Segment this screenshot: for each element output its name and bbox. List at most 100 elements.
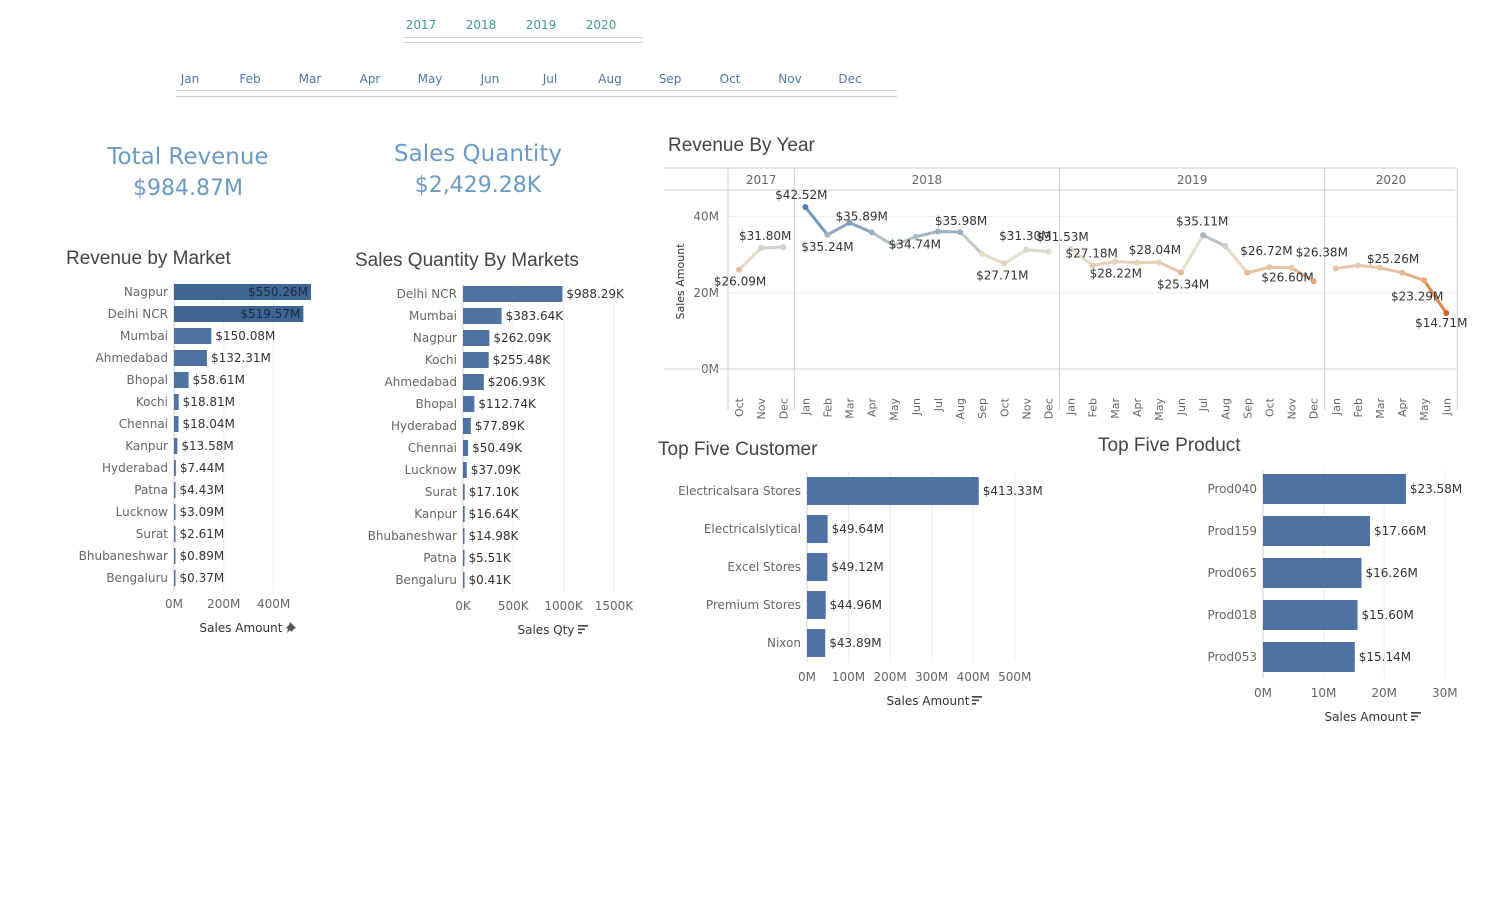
bar <box>463 528 465 544</box>
top-five-product-title: Top Five Product <box>1098 435 1241 456</box>
series-line-segment <box>1091 260 1117 267</box>
month-filter-item[interactable]: Jan <box>180 72 200 86</box>
data-label: $206.93K <box>488 375 547 389</box>
data-label: $255.48K <box>493 353 552 367</box>
category-label: Surat <box>425 485 458 499</box>
month-filter-item[interactable]: Apr <box>359 72 381 86</box>
bar <box>174 416 179 432</box>
category-label: Delhi NCR <box>397 287 457 301</box>
month-filter-underline <box>176 96 897 97</box>
x-axis-title: Sales Qty <box>517 623 574 637</box>
month-tick-label: Apr <box>1396 398 1409 418</box>
year-filter-item[interactable]: 2020 <box>585 18 617 32</box>
series-line-segment <box>892 235 918 248</box>
data-point <box>1288 264 1295 271</box>
year-filter-item[interactable]: 2017 <box>405 18 437 32</box>
month-tick-label: Dec <box>1308 398 1321 419</box>
data-point <box>868 229 875 236</box>
panel-year-label: 2017 <box>746 173 777 187</box>
tick-label: 400M <box>957 670 990 684</box>
month-filter-item[interactable]: Feb <box>239 72 261 86</box>
bar <box>463 374 484 390</box>
month-tick-label: Feb <box>1352 398 1365 417</box>
bar <box>463 308 502 324</box>
data-label: $31.30M <box>999 229 1051 243</box>
data-point <box>912 233 919 240</box>
category-label: Bengaluru <box>395 573 457 587</box>
year-filter-item[interactable]: 2019 <box>525 18 557 32</box>
data-point <box>846 219 853 226</box>
month-tick-label: Mar <box>1109 398 1122 419</box>
data-label: $383.64K <box>506 309 565 323</box>
data-label: $31.80M <box>739 229 791 243</box>
year-filter-item[interactable]: 2018 <box>465 18 497 32</box>
month-tick-label: Nov <box>1286 398 1299 420</box>
category-label: Kanpur <box>125 439 168 453</box>
x-axis-title: Sales Amount <box>200 621 283 635</box>
data-label: $49.12M <box>831 560 883 574</box>
data-point <box>758 244 765 251</box>
data-label: $58.61M <box>193 373 245 387</box>
bar <box>174 570 176 586</box>
month-filter-item[interactable]: Mar <box>298 72 322 86</box>
data-label: $25.26M <box>1367 252 1419 266</box>
tick-label: 30M <box>1432 686 1458 700</box>
month-tick-label: Jun <box>1440 398 1453 416</box>
bar <box>463 352 489 368</box>
y-axis-title: Sales Amount <box>674 243 687 320</box>
bar <box>463 330 490 346</box>
month-tick-label: Apr <box>866 398 879 418</box>
category-label: Kanpur <box>414 507 457 521</box>
bar <box>463 462 467 478</box>
month-filter-item[interactable]: Sep <box>658 72 682 86</box>
data-point <box>1266 264 1273 271</box>
data-label: $42.52M <box>775 188 827 202</box>
data-label: $413.33M <box>983 484 1043 498</box>
data-point <box>1023 246 1030 253</box>
data-label: $16.26M <box>1366 566 1418 580</box>
month-filter-item[interactable]: May <box>417 72 443 86</box>
data-label: $26.38M <box>1296 246 1348 260</box>
bar <box>174 438 178 454</box>
data-point <box>1045 248 1052 255</box>
bar <box>174 504 176 520</box>
data-label: $5.51K <box>469 551 512 565</box>
sort-icon-bar <box>578 625 588 627</box>
data-point <box>979 250 986 257</box>
month-filter-item[interactable]: Nov <box>778 72 802 86</box>
bar <box>1263 642 1355 672</box>
month-tick-label: Jan <box>1330 398 1343 416</box>
month-tick-label: Nov <box>1020 398 1033 420</box>
category-label: Bengaluru <box>106 571 168 585</box>
data-label: $23.58M <box>1410 482 1462 496</box>
category-label: Electricalslytical <box>704 522 801 536</box>
series-line-segment <box>1422 278 1448 315</box>
category-label: Nagpur <box>413 331 457 345</box>
month-tick-label: Dec <box>1042 398 1055 419</box>
year-filter-underline <box>403 37 643 38</box>
month-filter-item[interactable]: Jun <box>480 72 500 86</box>
data-label: $14.98K <box>469 529 520 543</box>
tick-label: 0M <box>798 670 816 684</box>
month-filter-item[interactable]: Dec <box>838 72 862 86</box>
sort-icon <box>578 625 588 634</box>
bar <box>174 394 179 410</box>
month-tick-label: Jun <box>1175 398 1188 416</box>
data-label: $3.09M <box>180 505 225 519</box>
year-filter: 2017 2018 2019 2020 <box>391 18 631 32</box>
category-label: Mumbai <box>409 309 457 323</box>
month-tick-label: Sep <box>976 398 989 419</box>
month-filter-item[interactable]: Jul <box>542 72 558 86</box>
sort-icon-bar <box>578 632 582 634</box>
data-label: $7.44M <box>180 461 225 475</box>
total-revenue-value: $984.87M <box>133 176 243 201</box>
panel-year-label: 2018 <box>912 173 943 187</box>
month-filter-item[interactable]: Aug <box>598 72 622 86</box>
data-label: $0.89M <box>180 549 225 563</box>
bar <box>174 350 207 366</box>
bar <box>807 515 828 543</box>
month-filter-item[interactable]: Oct <box>719 72 741 86</box>
category-label: Ahmedabad <box>96 351 168 365</box>
tick-label: 200M <box>207 597 240 611</box>
bar <box>174 460 176 476</box>
